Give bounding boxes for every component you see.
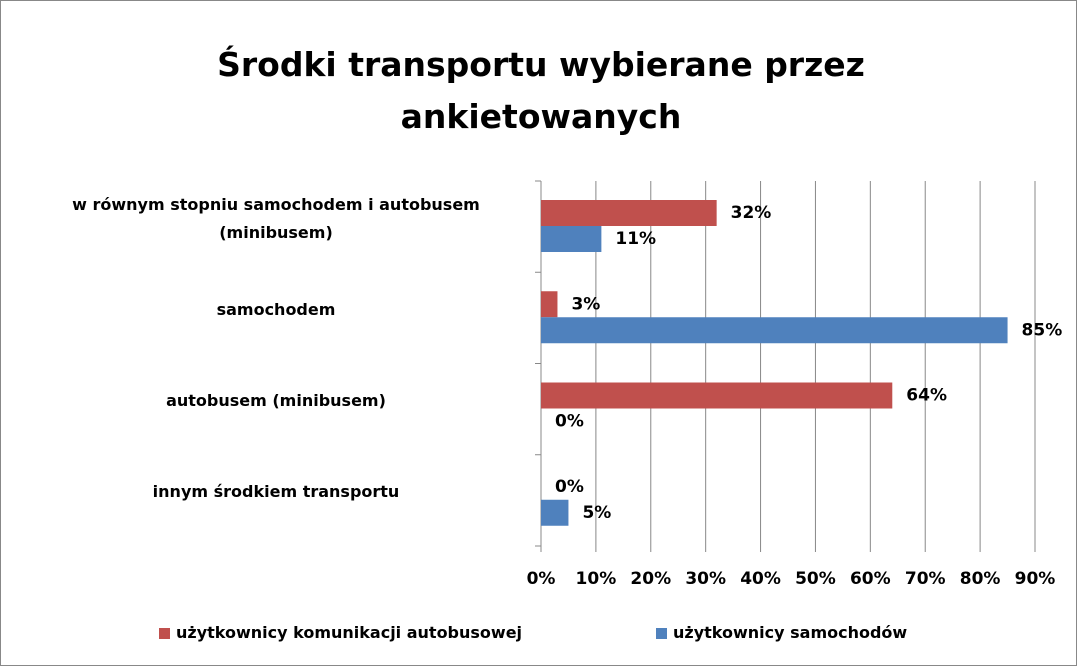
- legend-label: użytkownicy komunikacji autobusowej: [176, 623, 523, 642]
- y-tick-label: innym środkiem transportu: [152, 482, 400, 502]
- data-label: 5%: [582, 503, 611, 523]
- data-label: 85%: [1022, 320, 1063, 340]
- data-label: 64%: [906, 386, 947, 406]
- data-label: 32%: [731, 203, 772, 223]
- legend-label: użytkownicy samochodów: [673, 623, 908, 642]
- x-tick-label: 10%: [576, 569, 617, 589]
- x-tick-label: 70%: [905, 569, 946, 589]
- chart-title: Środki transportu wybierane przez ankiet…: [217, 45, 865, 136]
- x-tick-label: 90%: [1015, 569, 1056, 589]
- x-tick-label: 40%: [740, 569, 781, 589]
- y-tick-label: samochodem: [216, 299, 336, 319]
- x-tick-label: 60%: [850, 569, 891, 589]
- x-tick-label: 30%: [685, 569, 726, 589]
- data-label: 0%: [555, 477, 584, 497]
- data-label: 0%: [555, 412, 584, 432]
- y-tick-label: autobusem (minibusem): [166, 391, 386, 411]
- data-label: 3%: [571, 294, 600, 314]
- legend-swatch: [159, 628, 170, 639]
- y-tick-label: w równym stopniu samochodem i autobusem …: [72, 194, 480, 242]
- bar: [541, 200, 717, 226]
- bar: [541, 291, 558, 318]
- legend-swatch: [656, 628, 667, 639]
- x-tick-label: 20%: [630, 569, 671, 589]
- x-tick-label: 0%: [527, 569, 556, 589]
- bar: [541, 226, 602, 252]
- bar: [541, 499, 569, 526]
- bar: [541, 382, 893, 409]
- data-label: 11%: [615, 229, 656, 249]
- x-tick-label: 80%: [960, 569, 1001, 589]
- x-tick-label: 50%: [795, 569, 836, 589]
- bar: [541, 317, 1008, 344]
